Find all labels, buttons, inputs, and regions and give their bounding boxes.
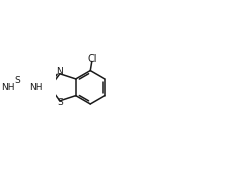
Text: NH: NH [29, 83, 42, 92]
Text: NH: NH [1, 83, 14, 92]
Text: Cl: Cl [88, 54, 97, 64]
Text: S: S [57, 98, 63, 107]
Text: S: S [14, 76, 20, 85]
Text: N: N [56, 67, 63, 76]
